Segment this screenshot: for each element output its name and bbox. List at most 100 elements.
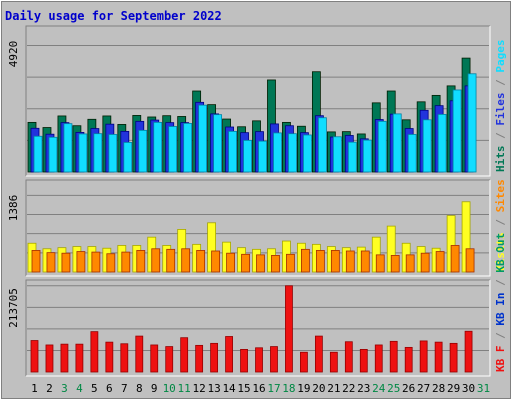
x-tick-label: 4 [76,382,83,395]
bar-kb-f [240,349,248,373]
bar-pages [48,136,58,173]
bar-sites [375,254,385,273]
bar-sites [181,248,191,273]
panel-border-dark [25,179,490,276]
bar-sites [360,250,370,273]
x-tick-label: 23 [357,382,370,395]
bar-pages [243,139,252,173]
x-tick-label: 7 [121,382,128,395]
bar-sites [465,248,475,273]
y-max-label: 4920 [7,41,20,68]
x-tick-label: 20 [312,382,325,395]
side-legend-part: Pages [494,40,507,73]
bar-kb-f [314,335,323,373]
x-tick-label: 8 [136,382,143,395]
bar-sites [241,253,250,273]
x-tick-label: 21 [327,382,340,395]
y-max-label: 1386 [7,195,20,222]
bar-kb-f [449,342,458,373]
x-tick-label: 2 [46,382,53,395]
bar-kb-f [255,347,263,373]
side-legend: Hits / Files / Pages [494,40,507,173]
side-legend-part: Files [494,93,507,126]
bar-sites [345,250,355,273]
bar-kb-f [105,341,114,373]
side-legend-part: / [494,73,507,93]
bar-pages [437,114,447,173]
bar-kb-f [300,351,308,373]
x-tick-label: 27 [417,382,430,395]
bar-pages [452,89,462,173]
bar-pages [78,133,88,173]
bar-pages [362,139,372,173]
bar-pages [422,119,432,173]
panel-border-dark [25,279,490,376]
bar-sites [435,251,445,273]
side-legend-part: / [494,126,507,146]
bar-sites [330,250,340,273]
bar-pages [258,140,267,173]
side-legend-part: / [494,212,507,232]
bar-kb-f [225,336,233,373]
bar-pages [93,133,103,173]
bar-pages [467,73,477,173]
bar-pages [138,129,148,173]
bar-pages [303,134,312,173]
bar-kb-f [165,346,174,373]
bar-sites [196,250,206,273]
plots-group: 4920 Hits / Files / Pages 1386 Visits / Sit… [7,25,507,377]
side-legend: Visits / Sites [494,179,507,272]
bar-sites [91,251,101,273]
bar-kb-f [329,351,338,373]
x-axis: 1 2 3 4 5 6 7 8 9 10 11 12 13 14 15 16 17 18 19 20 21 22 23 24 2… [31,382,490,395]
panel-border-light [26,180,491,277]
bar-kb-f [60,343,69,373]
panel-border-light [26,26,491,177]
bar-sites [420,252,430,273]
bar-sites [166,248,176,273]
side-legend-part: KB Out [494,233,507,273]
bar-kb-f [404,346,413,373]
x-tick-label: 3 [61,382,68,395]
bar-kb-f [434,341,443,373]
bar-pages [392,113,402,173]
bar-sites [301,248,310,273]
side-legend-part: Hits [494,146,507,173]
side-legend-part: KB F [494,346,507,373]
bar-pages [228,130,237,173]
x-tick-label: 6 [106,382,113,395]
bar-kb-f [30,340,39,373]
bar-sites [31,250,41,273]
x-tick-label: 30 [462,382,475,395]
bar-sites [390,255,400,273]
x-tick-label: 26 [402,382,415,395]
bar-pages [33,135,43,173]
x-tick-label: 9 [151,382,158,395]
x-tick-label: 19 [297,382,310,395]
chart-title: Daily usage for September 2022 [5,9,222,23]
bar-sites [315,250,325,273]
bar-kb-f [180,337,189,373]
x-tick-label: 31 [477,382,490,395]
panel-2: 1386 Visits / Sites [7,179,507,277]
bar-sites [271,255,280,273]
bar-kb-f [389,340,398,373]
x-tick-label: 16 [252,382,265,395]
panel-1: 4920 Hits / Files / Pages [7,25,507,177]
x-tick-label: 5 [91,382,98,395]
bar-pages [63,123,73,173]
x-tick-label: 11 [178,382,191,395]
bar-sites [256,254,265,273]
x-tick-label: 24 [372,382,386,395]
bar-sites [121,251,131,273]
side-legend-part: / [494,273,507,293]
side-legend-part: Visits [494,232,507,272]
bar-sites [405,254,415,273]
bar-kb-f [270,346,278,373]
panel-3: 213705 KB F / KB In / KB Out [7,233,507,377]
side-legend: KB F / KB In / KB Out [494,233,507,372]
bar-kb-f [210,342,219,373]
bar-kb-f [90,331,99,373]
